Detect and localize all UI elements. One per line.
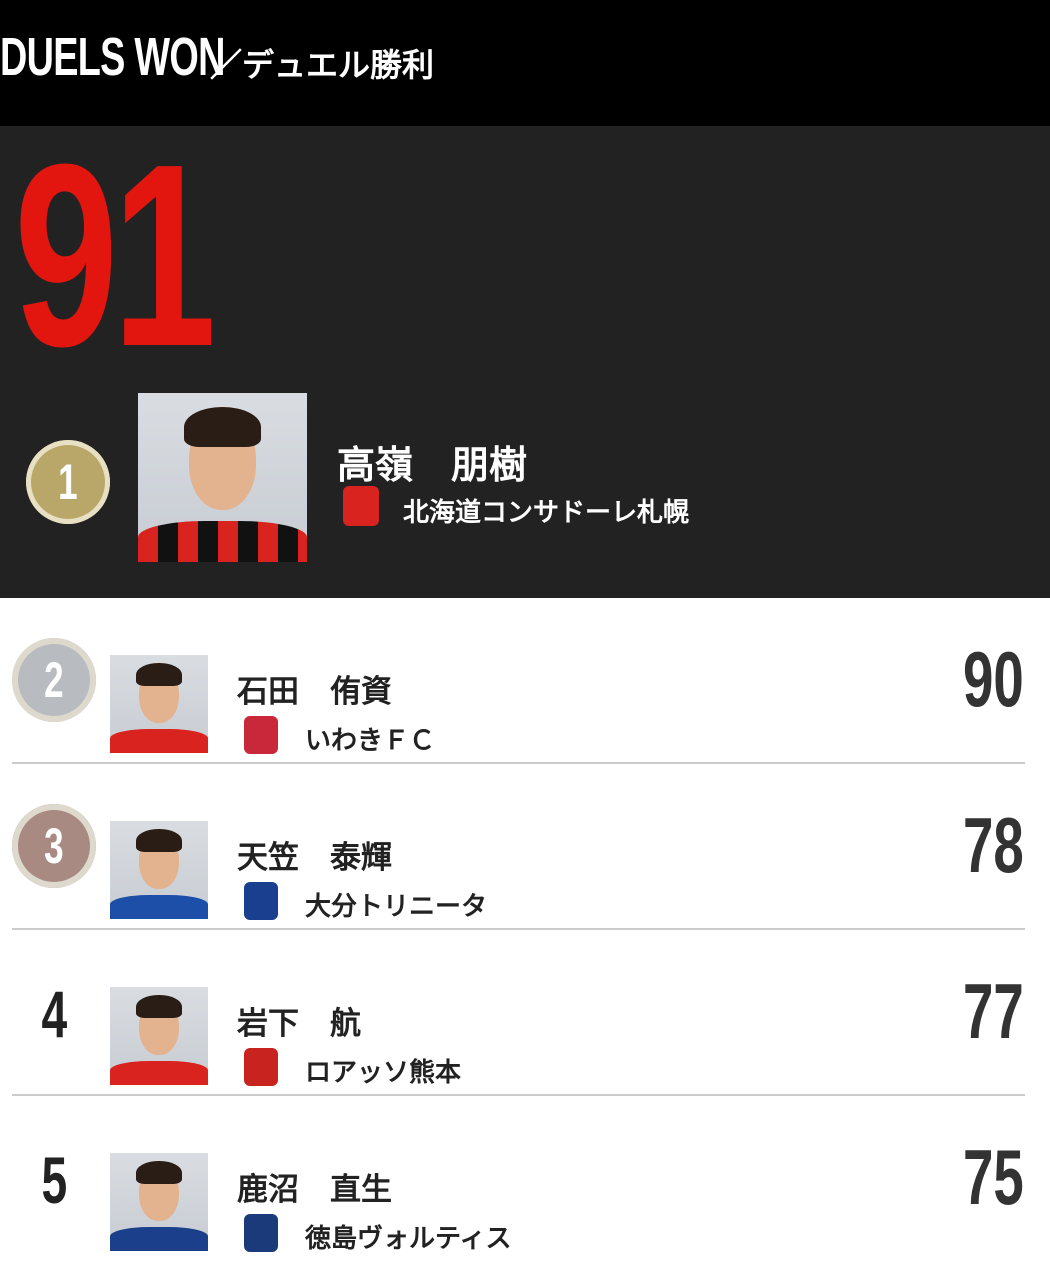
player-name: 石田 侑資 (237, 674, 392, 710)
page-header: DUELS WON ／デュエル勝利 (0, 0, 1050, 126)
duels-value: 78 (963, 801, 1024, 889)
player-photo (110, 1153, 208, 1251)
duels-value: 90 (963, 635, 1024, 723)
gold-medal-icon: 1 (26, 440, 110, 524)
duels-value: 77 (963, 967, 1024, 1055)
leader-name: 高嶺 朋樹 (337, 443, 528, 487)
row-divider (12, 928, 1025, 930)
player-name: 鹿沼 直生 (237, 1172, 392, 1208)
duels-value: 75 (963, 1133, 1024, 1221)
ranking-row[interactable]: 3 天笠 泰輝 大分トリニータ 78 (0, 764, 1050, 930)
leader-value: 91 (14, 111, 216, 401)
club-name: 大分トリニータ (305, 892, 488, 922)
row-divider (12, 1094, 1025, 1096)
club-name: ロアッソ熊本 (305, 1058, 462, 1088)
club-logo-icon (244, 1048, 278, 1086)
player-name: 岩下 航 (237, 1006, 361, 1042)
row-divider (12, 762, 1025, 764)
leader-rank: 1 (58, 454, 78, 510)
player-name: 天笠 泰輝 (237, 840, 392, 876)
rank-medal-icon: 3 (12, 804, 96, 888)
leader-photo (138, 393, 307, 562)
rank: 3 (44, 818, 64, 874)
player-photo (110, 655, 208, 753)
club-logo-icon (244, 1214, 278, 1252)
club-name: いわきＦＣ (305, 726, 436, 756)
player-photo (110, 987, 208, 1085)
rank: 5 (41, 1143, 68, 1217)
leader-club: 北海道コンサドーレ札幌 (403, 498, 690, 528)
leader-card[interactable]: 91 1 高嶺 朋樹 北海道コンサドーレ札幌 (0, 126, 1050, 598)
rank: 2 (44, 652, 64, 708)
club-logo-icon (244, 716, 278, 754)
player-photo (110, 821, 208, 919)
ranking-row[interactable]: 2 石田 侑資 いわきＦＣ 90 (0, 598, 1050, 764)
title-en: DUELS WON (0, 27, 225, 87)
ranking-row[interactable]: 4 岩下 航 ロアッソ熊本 77 (0, 930, 1050, 1096)
club-logo-icon (244, 882, 278, 920)
club-name: 徳島ヴォルティス (305, 1224, 512, 1254)
ranking-row[interactable]: 5 鹿沼 直生 徳島ヴォルティス 75 (0, 1096, 1050, 1262)
rank-medal-icon: 2 (12, 638, 96, 722)
club-logo-icon (343, 486, 379, 526)
title-jp: ／デュエル勝利 (210, 46, 435, 84)
rank: 4 (41, 977, 68, 1051)
